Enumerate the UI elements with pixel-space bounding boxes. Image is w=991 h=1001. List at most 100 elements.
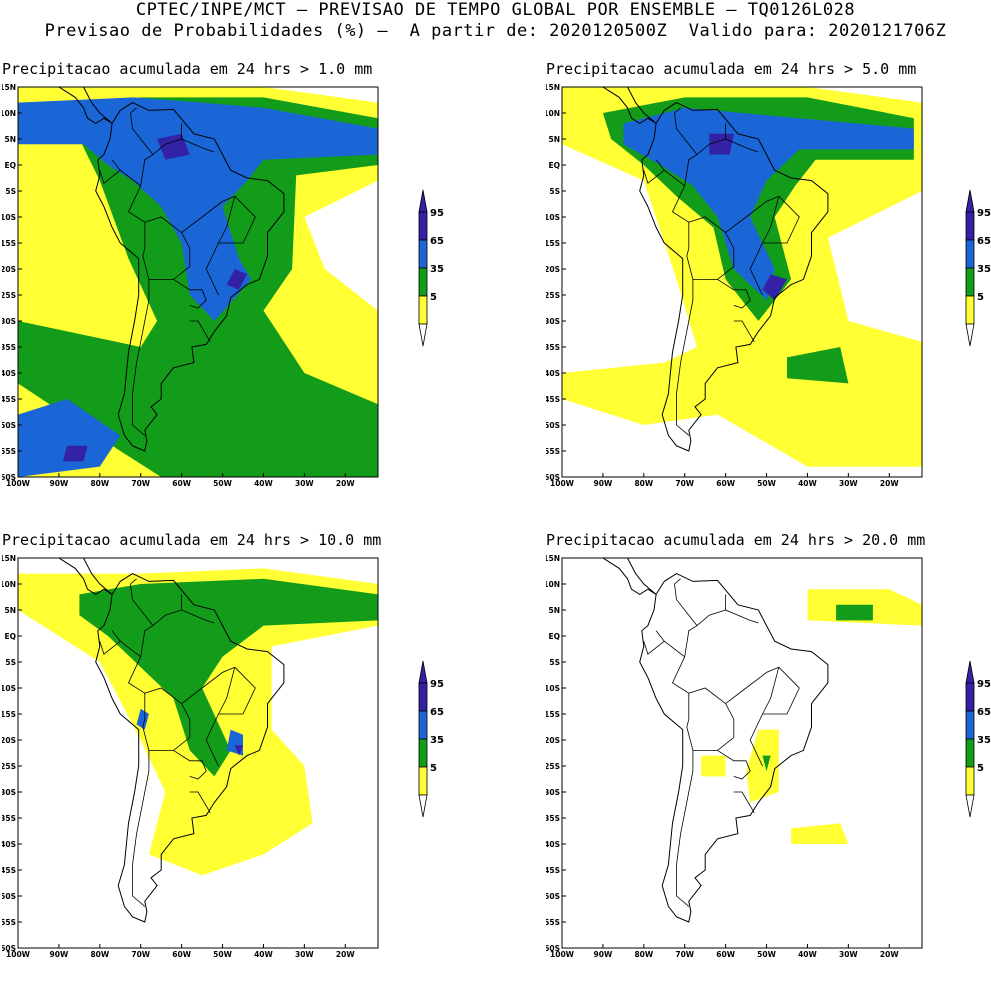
country-border bbox=[181, 195, 235, 233]
lon-tick-label: 20W bbox=[880, 479, 899, 488]
country-border bbox=[218, 196, 236, 244]
lon-tick-label: 50W bbox=[213, 479, 232, 488]
lat-tick-label: 40S bbox=[2, 369, 16, 378]
lat-tick-label: 60S bbox=[546, 473, 560, 482]
probability-map: 15N 10N 5N EQ 5S 10S 15S 20S 25S 30S 35S 40S 45S 50S 5… bbox=[546, 83, 991, 488]
country-border bbox=[140, 594, 183, 657]
country-border bbox=[111, 159, 141, 187]
prob-95-area bbox=[157, 133, 190, 160]
country-border bbox=[181, 138, 215, 153]
colorbar-label: 35 bbox=[430, 735, 444, 746]
lon-tick-label: 70W bbox=[675, 479, 694, 488]
colorbar-label: 95 bbox=[430, 679, 444, 690]
colorbar-segment bbox=[418, 738, 428, 768]
lon-tick-label: 90W bbox=[50, 479, 69, 488]
colorbar-top-arrow bbox=[418, 189, 428, 213]
country-border bbox=[684, 123, 727, 186]
lon-tick-label: 80W bbox=[90, 479, 109, 488]
country-border bbox=[717, 279, 751, 309]
country-border bbox=[725, 609, 759, 624]
header-title: CPTEC/INPE/MCT – PREVISAO DE TEMPO GLOBA… bbox=[135, 0, 856, 20]
colorbar-label: 65 bbox=[977, 236, 991, 247]
country-border bbox=[643, 640, 665, 655]
country-border bbox=[655, 159, 685, 187]
country-border bbox=[749, 242, 763, 296]
prob-65-95-area bbox=[136, 708, 149, 730]
colorbar-label: 65 bbox=[977, 707, 991, 718]
colorbar-top-arrow bbox=[965, 660, 975, 684]
country-border bbox=[674, 107, 698, 155]
map-frame bbox=[561, 86, 923, 478]
lat-tick-label: 15N bbox=[2, 554, 16, 563]
panel-title: Precipitacao acumulada em 24 hrs > 1.0 m… bbox=[2, 60, 373, 78]
lat-tick-label: 5S bbox=[5, 187, 16, 196]
colorbar-top-arrow bbox=[965, 189, 975, 213]
colorbar-segment bbox=[965, 710, 975, 740]
ocean-background bbox=[562, 558, 922, 948]
coastline-south-america bbox=[95, 102, 285, 452]
colorbar-segment bbox=[418, 766, 428, 796]
coastline-south-america bbox=[95, 573, 285, 923]
lat-tick-label: 15N bbox=[546, 554, 560, 563]
probability-map: 15N 10N 5N EQ 5S 10S 15S 20S 25S 30S 35S 40S 45S 50S 5… bbox=[546, 554, 991, 959]
country-border bbox=[762, 667, 780, 715]
lat-tick-label: 5S bbox=[5, 658, 16, 667]
colorbar-label: 5 bbox=[977, 763, 984, 774]
lat-tick-label: 5N bbox=[5, 135, 17, 144]
country-border bbox=[140, 123, 183, 186]
lon-tick-label: 50W bbox=[757, 479, 776, 488]
country-border bbox=[686, 726, 735, 751]
lon-tick-label: 20W bbox=[336, 479, 355, 488]
colorbar-label: 35 bbox=[977, 735, 991, 746]
coastline-central-america bbox=[594, 87, 657, 124]
colorbar-label: 5 bbox=[430, 763, 437, 774]
country-border bbox=[725, 666, 779, 704]
lon-tick-label: 70W bbox=[675, 950, 694, 959]
probability-fields bbox=[18, 87, 378, 477]
lon-tick-label: 60W bbox=[172, 950, 191, 959]
country-border bbox=[99, 169, 121, 184]
lat-tick-label: 5N bbox=[549, 135, 561, 144]
country-border bbox=[132, 750, 150, 907]
country-border bbox=[733, 791, 755, 814]
lat-tick-label: 25S bbox=[2, 762, 16, 771]
colorbar-bottom-arrow bbox=[965, 323, 975, 347]
colorbar-segment bbox=[418, 211, 428, 241]
lon-tick-label: 80W bbox=[634, 479, 653, 488]
lat-tick-label: 5S bbox=[549, 658, 560, 667]
lat-tick-label: 35S bbox=[2, 343, 16, 352]
panel-title: Precipitacao acumulada em 24 hrs > 10.0 … bbox=[2, 531, 382, 549]
country-border bbox=[676, 279, 694, 436]
country-border bbox=[132, 279, 150, 436]
lat-tick-label: 35S bbox=[546, 343, 560, 352]
lat-tick-label: 10N bbox=[546, 109, 560, 118]
lat-tick-label: 15S bbox=[2, 710, 16, 719]
colorbar-label: 35 bbox=[430, 264, 444, 275]
country-border bbox=[189, 791, 211, 814]
lon-tick-label: 100W bbox=[550, 479, 575, 488]
colorbar-label: 95 bbox=[977, 208, 991, 219]
colorbar-segment bbox=[418, 267, 428, 297]
lat-tick-label: EQ bbox=[5, 161, 17, 170]
lat-tick-label: 10S bbox=[546, 213, 560, 222]
lat-tick-label: 40S bbox=[546, 369, 560, 378]
country-border bbox=[749, 713, 763, 767]
probability-map: 15N 10N 5N EQ 5S 10S 15S 20S 25S 30S 35S 40S 45S 50S 5… bbox=[2, 83, 444, 488]
probability-fields bbox=[562, 558, 922, 948]
lat-tick-label: 20S bbox=[2, 736, 16, 745]
lat-tick-label: 55S bbox=[2, 447, 16, 456]
country-border bbox=[189, 320, 211, 343]
country-border bbox=[99, 640, 121, 655]
country-border bbox=[684, 594, 727, 657]
lat-tick-label: 20S bbox=[2, 265, 16, 274]
prob-35-65-area bbox=[762, 755, 771, 772]
lat-tick-label: 15N bbox=[546, 83, 560, 92]
lat-tick-label: 25S bbox=[2, 291, 16, 300]
country-border bbox=[181, 666, 235, 704]
prob-35-65-area bbox=[79, 578, 378, 777]
coastline-south-america bbox=[639, 573, 829, 923]
prob-95-area bbox=[234, 745, 243, 756]
country-border bbox=[130, 578, 154, 626]
lat-tick-label: 60S bbox=[2, 944, 16, 953]
lat-tick-label: 50S bbox=[546, 421, 560, 430]
